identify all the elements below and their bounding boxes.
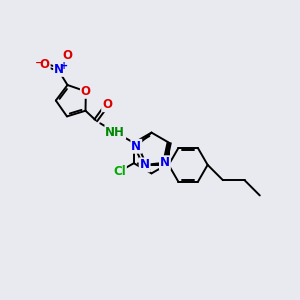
Text: O: O xyxy=(40,58,50,71)
Text: O: O xyxy=(62,49,73,62)
Text: Cl: Cl xyxy=(113,165,126,178)
Text: N: N xyxy=(160,156,170,169)
Text: NH: NH xyxy=(105,126,125,139)
Text: −: − xyxy=(35,58,44,68)
Text: O: O xyxy=(102,98,112,111)
Text: N: N xyxy=(131,140,141,153)
Text: N: N xyxy=(140,158,150,171)
Text: N: N xyxy=(54,63,64,76)
Text: +: + xyxy=(59,61,68,71)
Text: O: O xyxy=(81,85,91,98)
